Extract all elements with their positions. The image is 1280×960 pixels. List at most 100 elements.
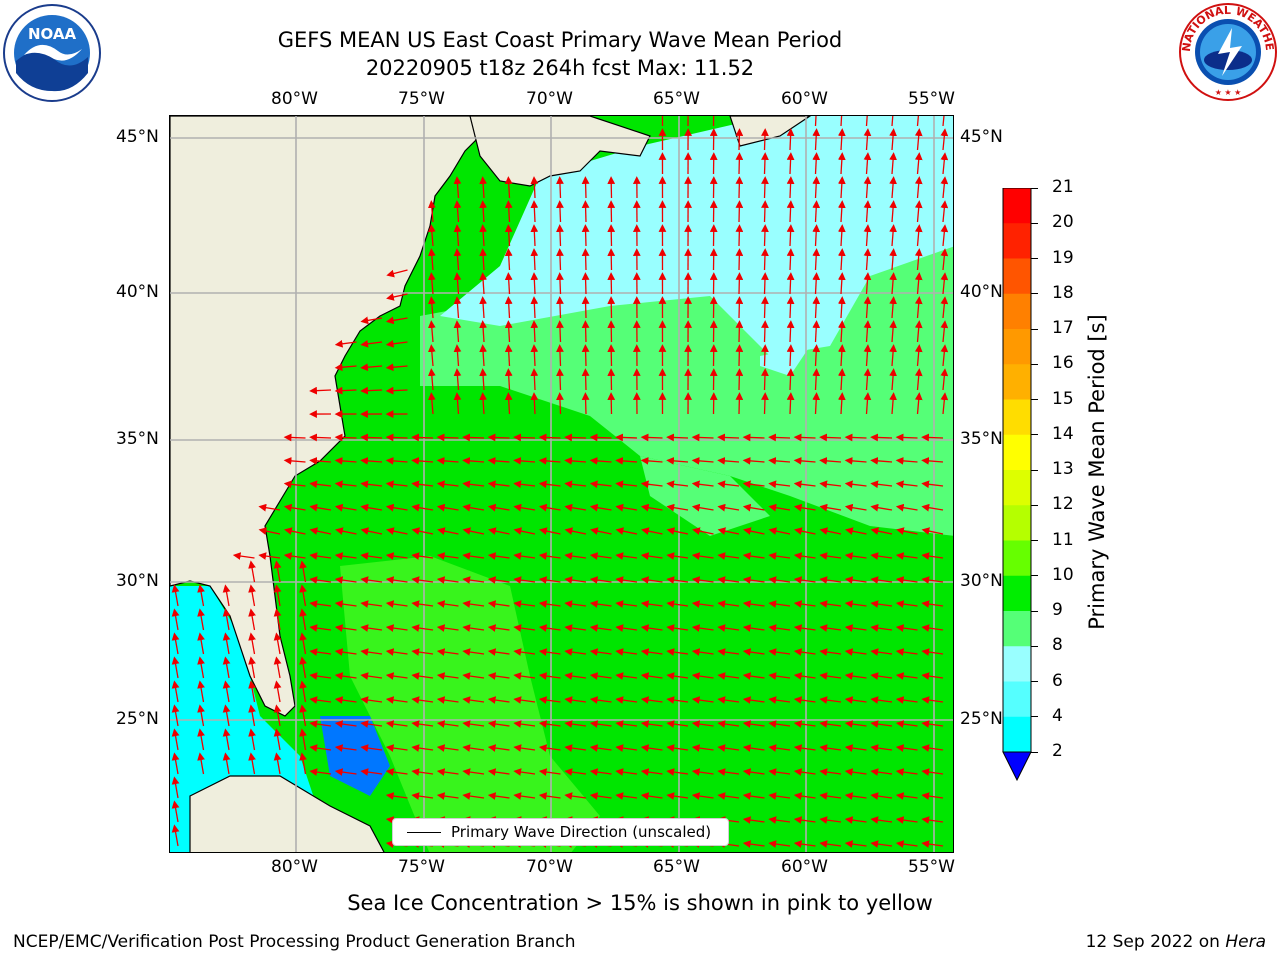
colorbar-tick-label: 2 (1052, 741, 1063, 761)
wave-direction-arrow (538, 576, 561, 584)
wave-direction-arrow (564, 600, 587, 608)
wave-direction-arrow (640, 600, 663, 608)
wave-direction-arrow (273, 560, 282, 583)
wave-direction-arrow (691, 768, 714, 776)
colorbar-tick-label: 13 (1052, 459, 1074, 479)
lat-label-right-45n: 45°N (960, 127, 1003, 147)
wave-direction-arrow (742, 792, 765, 800)
wave-direction-arrow (863, 248, 872, 271)
wave-direction-arrow (768, 624, 791, 632)
colorbar-tick-mark (1031, 751, 1038, 753)
wave-direction-arrow (914, 152, 923, 175)
colorbar-segment (1003, 505, 1031, 541)
wave-direction-arrow (742, 433, 765, 442)
wave-direction-arrow (283, 480, 306, 489)
wave-direction-arrow (896, 527, 918, 535)
colorbar-tick-mark (1031, 504, 1038, 506)
wave-direction-arrow (462, 696, 485, 704)
wave-direction-arrow (889, 248, 897, 271)
wave-direction-arrow (538, 480, 561, 489)
wave-direction-arrow (222, 704, 231, 727)
colorbar-tick-mark (1031, 328, 1038, 330)
wave-direction-arrow (504, 320, 513, 343)
wave-direction-arrow (691, 648, 714, 656)
wave-direction-arrow (640, 792, 663, 800)
wave-direction-arrow (513, 720, 536, 728)
wave-direction-arrow (768, 527, 791, 535)
wave-direction-arrow (793, 456, 816, 465)
wave-direction-arrow (538, 624, 561, 632)
wave-direction-arrow (385, 720, 408, 728)
wave-direction-arrow (453, 224, 462, 247)
wave-direction-arrow (812, 248, 821, 271)
wave-direction-arrow (436, 600, 459, 608)
wave-direction-arrow (504, 296, 513, 319)
wave-direction-arrow (870, 527, 893, 535)
wave-direction-arrow (940, 224, 949, 247)
wave-direction-arrow (717, 600, 740, 608)
wave-direction-arrow (786, 296, 795, 319)
wave-direction-arrow (768, 503, 791, 512)
wave-direction-arrow (615, 600, 638, 608)
wave-direction-arrow (171, 776, 180, 799)
colorbar-tick-mark (1031, 575, 1038, 577)
wave-direction-arrow (940, 128, 949, 151)
colorbar-tick-mark (1031, 434, 1038, 436)
wave-direction-arrow (717, 672, 740, 680)
wave-direction-arrow (299, 584, 307, 607)
wave-direction-arrow (504, 176, 513, 199)
wave-direction-arrow (870, 456, 893, 465)
wave-direction-arrow (232, 552, 255, 560)
wave-direction-arrow (334, 672, 357, 680)
wave-direction-arrow (819, 600, 842, 608)
wave-direction-arrow (538, 552, 561, 560)
wave-direction-arrow (940, 152, 949, 175)
wave-direction-arrow (870, 480, 893, 489)
wave-direction-arrow (891, 116, 894, 127)
wave-period-map (170, 116, 953, 852)
wave-direction-arrow (793, 480, 816, 489)
wave-direction-arrow (564, 433, 587, 442)
wave-direction-arrow (921, 672, 944, 680)
colorbar-segment (1003, 716, 1031, 753)
wave-direction-arrow (299, 680, 307, 703)
wave-direction-arrow (462, 503, 485, 512)
wave-direction-arrow (360, 339, 383, 348)
wave-direction-arrow (385, 624, 408, 632)
wave-direction-arrow (334, 433, 357, 442)
wave-direction-arrow (564, 527, 587, 535)
wave-direction-arrow (615, 768, 638, 776)
colorbar-tick-label: 17 (1052, 318, 1074, 338)
wave-direction-arrow (691, 672, 714, 680)
wave-direction-arrow (870, 648, 893, 656)
wave-direction-arrow (691, 720, 714, 728)
star-icon: ★ ★ ★ (1215, 88, 1242, 97)
wave-direction-arrow (283, 456, 306, 465)
land-new-england (469, 116, 651, 187)
colorbar-tick-mark (1031, 363, 1038, 365)
wave-direction-arrow (437, 527, 459, 535)
lon-label-top-60w: 60°W (781, 89, 828, 109)
wave-direction-arrow (581, 296, 590, 319)
wave-direction-arrow (717, 696, 740, 704)
wave-direction-arrow (556, 344, 564, 367)
wave-direction-arrow (844, 672, 867, 680)
noaa-logo-text: NOAA (28, 25, 77, 43)
wave-direction-arrow (427, 296, 436, 319)
wave-direction-arrow (819, 720, 842, 728)
wave-direction-arrow (589, 600, 612, 608)
lat-label-left-40n: 40°N (116, 282, 159, 302)
wave-direction-arrow (222, 608, 231, 631)
wave-direction-arrow (640, 672, 663, 680)
wave-direction-arrow (844, 456, 867, 465)
wave-direction-arrow (360, 744, 383, 752)
wave-direction-arrow (488, 527, 510, 535)
footer-date: 12 Sep 2022 on Hera (1086, 932, 1266, 952)
colorbar-tick-label: 14 (1052, 423, 1074, 444)
wave-direction-arrow (914, 320, 923, 343)
wave-direction-arrow (844, 503, 867, 512)
wave-direction-arrow (273, 680, 282, 703)
wave-direction-arrow (248, 752, 256, 775)
wave-direction-arrow (513, 744, 536, 752)
wave-direction-arrow (793, 648, 816, 656)
